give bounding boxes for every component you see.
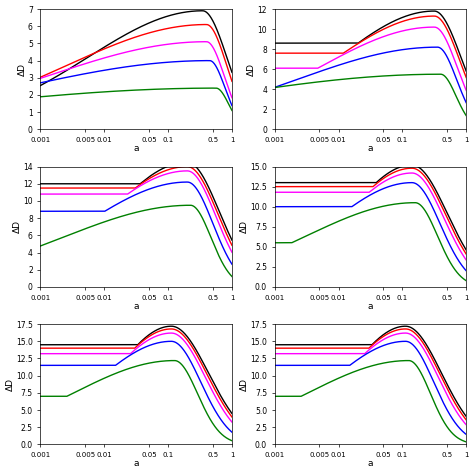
Y-axis label: ΔD: ΔD	[6, 378, 15, 391]
Y-axis label: ΔD: ΔD	[13, 220, 22, 233]
X-axis label: a: a	[368, 302, 373, 311]
Y-axis label: ΔD: ΔD	[18, 63, 27, 76]
X-axis label: a: a	[368, 459, 373, 468]
Y-axis label: ΔD: ΔD	[240, 220, 249, 233]
X-axis label: a: a	[134, 302, 139, 311]
Y-axis label: ΔD: ΔD	[240, 378, 249, 391]
Y-axis label: ΔD: ΔD	[247, 63, 256, 76]
X-axis label: a: a	[134, 145, 139, 154]
X-axis label: a: a	[368, 145, 373, 154]
X-axis label: a: a	[134, 459, 139, 468]
